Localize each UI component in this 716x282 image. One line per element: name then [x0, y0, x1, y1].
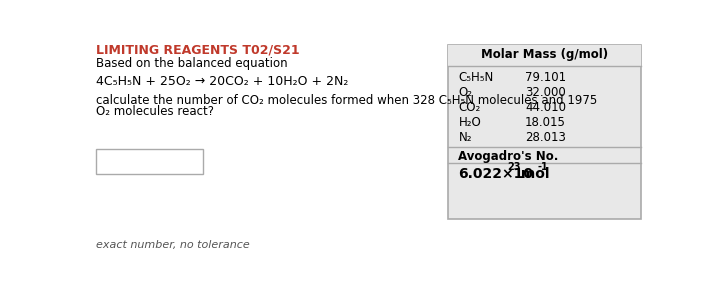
Text: 6.022×10: 6.022×10: [458, 167, 533, 181]
Text: O₂: O₂: [458, 86, 473, 99]
FancyBboxPatch shape: [448, 45, 642, 219]
Text: Avogadro's No.: Avogadro's No.: [458, 150, 558, 163]
Text: O₂ molecules react?: O₂ molecules react?: [96, 105, 213, 118]
Text: mol: mol: [516, 167, 549, 181]
Text: Molar Mass (g/mol): Molar Mass (g/mol): [481, 49, 608, 61]
Text: C₅H₅N: C₅H₅N: [458, 71, 493, 84]
Text: 23: 23: [507, 162, 521, 172]
Text: calculate the number of CO₂ molecules formed when 328 C₅H₅N molecules and 1975: calculate the number of CO₂ molecules fo…: [96, 94, 597, 107]
Text: 79.101: 79.101: [525, 71, 566, 84]
FancyBboxPatch shape: [96, 149, 203, 174]
FancyBboxPatch shape: [448, 45, 642, 66]
Text: 44.010: 44.010: [525, 101, 566, 114]
Text: exact number, no tolerance: exact number, no tolerance: [96, 240, 249, 250]
Text: 4C₅H₅N + 25O₂ → 20CO₂ + 10H₂O + 2N₂: 4C₅H₅N + 25O₂ → 20CO₂ + 10H₂O + 2N₂: [96, 75, 348, 89]
Text: 28.013: 28.013: [525, 131, 566, 144]
Text: Based on the balanced equation: Based on the balanced equation: [96, 57, 287, 70]
Text: H₂O: H₂O: [458, 116, 481, 129]
Text: 32.000: 32.000: [525, 86, 566, 99]
Text: CO₂: CO₂: [458, 101, 480, 114]
Text: -1: -1: [538, 162, 548, 172]
Text: LIMITING REAGENTS T02/S21: LIMITING REAGENTS T02/S21: [96, 43, 299, 56]
Text: 18.015: 18.015: [525, 116, 566, 129]
Text: N₂: N₂: [458, 131, 472, 144]
